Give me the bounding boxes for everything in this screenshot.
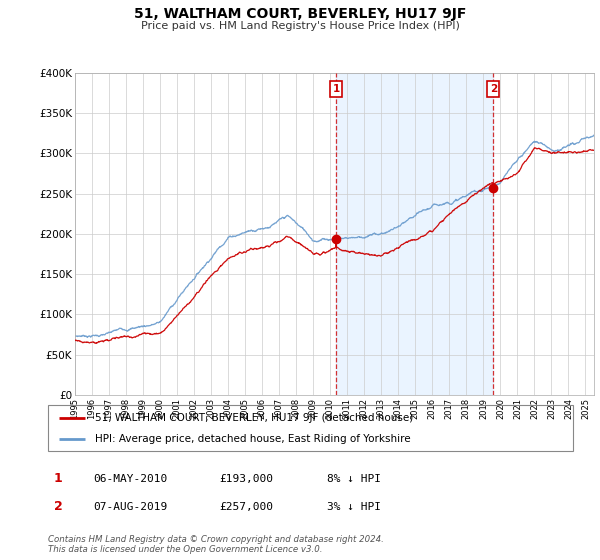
Text: 2: 2 — [490, 84, 497, 94]
Bar — [336, 73, 493, 395]
Text: HPI: Average price, detached house, East Riding of Yorkshire: HPI: Average price, detached house, East… — [95, 434, 411, 444]
Text: 2: 2 — [54, 500, 62, 514]
Text: 1: 1 — [332, 84, 340, 94]
Text: 1: 1 — [54, 472, 62, 486]
Text: Price paid vs. HM Land Registry's House Price Index (HPI): Price paid vs. HM Land Registry's House … — [140, 21, 460, 31]
Text: £257,000: £257,000 — [219, 502, 273, 512]
Text: Contains HM Land Registry data © Crown copyright and database right 2024.
This d: Contains HM Land Registry data © Crown c… — [48, 535, 384, 554]
Text: 06-MAY-2010: 06-MAY-2010 — [93, 474, 167, 484]
Text: £193,000: £193,000 — [219, 474, 273, 484]
Text: 3% ↓ HPI: 3% ↓ HPI — [327, 502, 381, 512]
Text: 51, WALTHAM COURT, BEVERLEY, HU17 9JF (detached house): 51, WALTHAM COURT, BEVERLEY, HU17 9JF (d… — [95, 413, 413, 423]
Text: 07-AUG-2019: 07-AUG-2019 — [93, 502, 167, 512]
Text: 51, WALTHAM COURT, BEVERLEY, HU17 9JF: 51, WALTHAM COURT, BEVERLEY, HU17 9JF — [134, 7, 466, 21]
Text: 8% ↓ HPI: 8% ↓ HPI — [327, 474, 381, 484]
